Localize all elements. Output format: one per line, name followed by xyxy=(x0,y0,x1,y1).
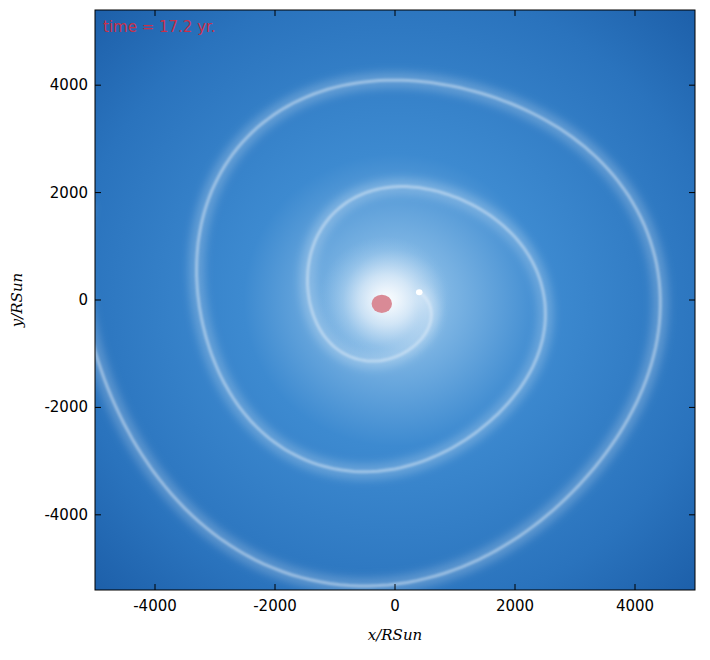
y-tick-label: -4000 xyxy=(44,506,88,524)
y-tick-label: 2000 xyxy=(50,184,88,202)
y-tick xyxy=(95,192,101,193)
time-annotation: time = 17.2 yr. xyxy=(103,18,216,36)
x-tick-label: 0 xyxy=(390,597,400,615)
y-tick xyxy=(689,85,695,86)
chart-svg: -4000 -2000 0 2000 4000 -4000 -2000 0 2000 4000 x/… xyxy=(0,0,710,660)
y-tick xyxy=(689,514,695,515)
x-tick xyxy=(395,10,396,16)
y-tick xyxy=(95,85,101,86)
y-tick-label: 0 xyxy=(78,291,88,309)
y-tick xyxy=(689,192,695,193)
spiral-wake xyxy=(95,80,660,586)
chart: -4000 -2000 0 2000 4000 -4000 -2000 0 2000 4000 x/… xyxy=(0,0,710,660)
y-tick xyxy=(689,407,695,408)
x-tick xyxy=(155,584,156,590)
x-tick xyxy=(155,10,156,16)
x-tick xyxy=(635,584,636,590)
y-axis-title: y/RSun xyxy=(8,273,26,328)
star-marker xyxy=(372,295,392,313)
x-tick-label: 4000 xyxy=(616,597,654,615)
x-tick-label: -4000 xyxy=(133,597,177,615)
plot-frame xyxy=(95,10,695,590)
star-marker xyxy=(416,289,423,295)
y-tick xyxy=(95,300,101,301)
y-tick-label: -2000 xyxy=(44,398,88,416)
x-tick-label: 2000 xyxy=(496,597,534,615)
x-tick xyxy=(275,10,276,16)
plot-area xyxy=(95,10,695,590)
x-tick xyxy=(635,10,636,16)
y-tick xyxy=(95,514,101,515)
markers xyxy=(372,289,423,313)
y-tick xyxy=(95,407,101,408)
x-tick xyxy=(275,584,276,590)
x-axis-title: x/RSun xyxy=(368,626,422,644)
x-tick xyxy=(515,584,516,590)
x-tick xyxy=(515,10,516,16)
y-tick-label: 4000 xyxy=(50,76,88,94)
x-tick-label: -2000 xyxy=(253,597,297,615)
spiral-wake xyxy=(95,80,660,586)
y-tick xyxy=(689,300,695,301)
x-tick xyxy=(395,584,396,590)
